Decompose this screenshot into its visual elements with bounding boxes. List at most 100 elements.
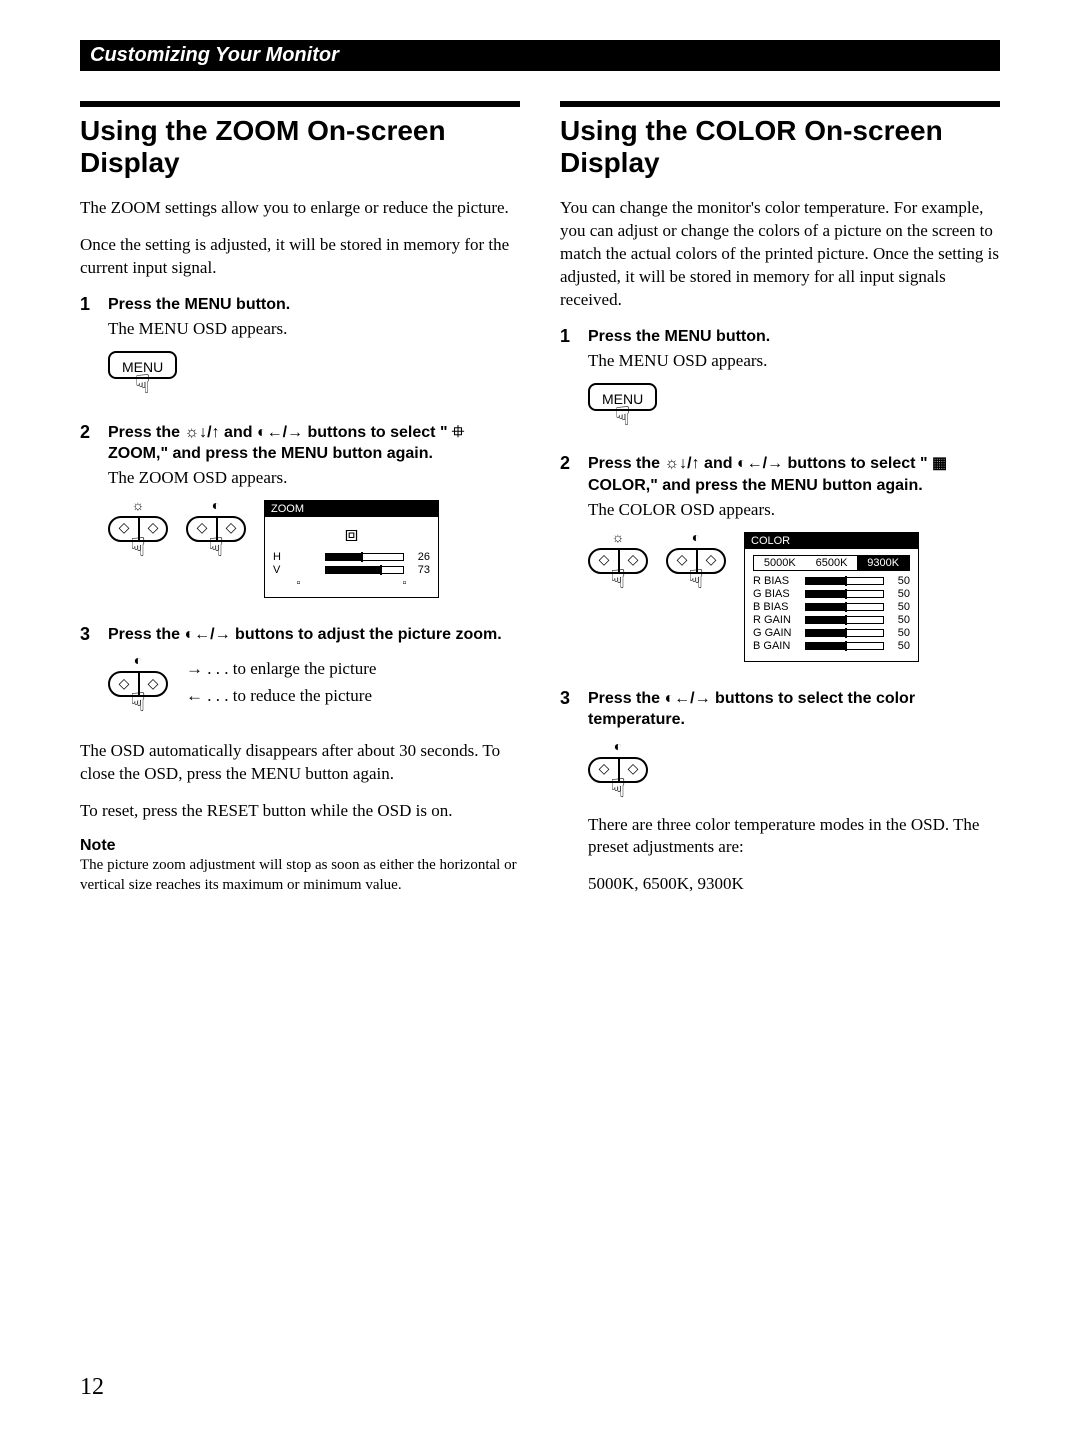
contrast-rocker: ◐ ◇◇ ☟ xyxy=(186,500,246,559)
left-step-2: 2 Press the ☼↓/↑ and ◐←/→ buttons to sel… xyxy=(80,422,520,608)
right-intro: You can change the monitor's color tempe… xyxy=(560,197,1000,312)
section-header: Customizing Your Monitor xyxy=(80,40,1000,71)
zoom-osd-markers: ▫▫ xyxy=(273,577,430,589)
hand-icon: ☟ xyxy=(208,538,224,559)
zoom-osd: ZOOM ⧈ H 26 V xyxy=(264,500,439,598)
temp-9300k: 9300K xyxy=(857,556,909,570)
zoom-direction-text: → . . . to enlarge the picture ← . . . t… xyxy=(186,655,376,709)
contrast-rocker: ◐ ◇◇ ☟ xyxy=(108,655,168,714)
note-body: The picture zoom adjustment will stop as… xyxy=(80,855,520,896)
menu-button-figure: MENU ☟ xyxy=(108,351,177,396)
page-number: 12 xyxy=(80,1374,104,1401)
hand-icon: ☟ xyxy=(610,779,626,800)
color-osd-row: G GAIN 50 xyxy=(753,627,910,639)
right-step-3: 3 Press the ◐←/→ buttons to select the c… xyxy=(560,688,1000,911)
hand-icon: ☟ xyxy=(610,570,626,591)
step-number: 1 xyxy=(80,294,98,315)
zoom-osd-h-val: 26 xyxy=(410,551,430,563)
reduce-line: ← . . . to reduce the picture xyxy=(186,682,376,709)
brightness-rocker: ☼ ◇◇ ☟ xyxy=(108,500,168,559)
right-modes-2: 5000K, 6500K, 9300K xyxy=(588,873,1000,896)
right-column: Using the COLOR On-screen Display You ca… xyxy=(560,101,1000,926)
temp-6500k: 6500K xyxy=(806,556,858,570)
left-steps: 1 Press the MENU button. The MENU OSD ap… xyxy=(80,294,520,724)
step-number: 2 xyxy=(80,422,98,443)
step-number: 3 xyxy=(560,688,578,709)
left-column: Using the ZOOM On-screen Display The ZOO… xyxy=(80,101,520,926)
left-step1-sub: The MENU OSD appears. xyxy=(108,318,520,341)
color-osd-row-val: 50 xyxy=(890,601,910,613)
left-step1-title: Press the MENU button. xyxy=(108,294,520,316)
right-step1-title: Press the MENU button. xyxy=(588,326,1000,348)
step-number: 2 xyxy=(560,453,578,474)
left-title: Using the ZOOM On-screen Display xyxy=(80,115,520,179)
zoom-osd-v-val: 73 xyxy=(410,564,430,576)
zoom-osd-row-v: V 73 xyxy=(273,564,430,576)
step-number: 1 xyxy=(560,326,578,347)
hand-icon: ☟ xyxy=(135,375,151,396)
contrast-rocker: ◐ ◇◇ ☟ xyxy=(588,741,648,800)
right-modes-1: There are three color temperature modes … xyxy=(588,814,1000,860)
left-autoclose: The OSD automatically disappears after a… xyxy=(80,740,520,786)
right-steps: 1 Press the MENU button. The MENU OSD ap… xyxy=(560,326,1000,910)
color-osd: COLOR 5000K 6500K 9300K R BIAS 50 G BIAS 50… xyxy=(744,532,919,662)
color-osd-row-val: 50 xyxy=(890,575,910,587)
right-title: Using the COLOR On-screen Display xyxy=(560,115,1000,179)
contrast-icon: ◐ xyxy=(134,655,142,669)
right-step3-title: Press the ◐←/→ buttons to select the col… xyxy=(588,688,1000,731)
zoom-osd-graphic: ⧈ xyxy=(273,523,430,545)
hand-icon: ☟ xyxy=(615,407,631,428)
color-osd-row-label: B BIAS xyxy=(753,601,799,613)
column-rule xyxy=(560,101,1000,107)
color-osd-row-label: B GAIN xyxy=(753,640,799,652)
contrast-rocker: ◐ ◇◇ ☟ xyxy=(666,532,726,591)
contrast-icon: ◐ xyxy=(614,741,622,755)
left-step2-sub: The ZOOM OSD appears. xyxy=(108,467,520,490)
hand-icon: ☟ xyxy=(688,570,704,591)
color-osd-row-label: R BIAS xyxy=(753,575,799,587)
color-osd-row-val: 50 xyxy=(890,588,910,600)
color-osd-row-label: R GAIN xyxy=(753,614,799,626)
left-reset: To reset, press the RESET button while t… xyxy=(80,800,520,823)
left-step2-title: Press the ☼↓/↑ and ◐←/→ buttons to selec… xyxy=(108,422,520,465)
column-rule xyxy=(80,101,520,107)
right-step-2: 2 Press the ☼↓/↑ and ◐←/→ buttons to sel… xyxy=(560,453,1000,671)
left-step-3: 3 Press the ◐←/→ buttons to adjust the p… xyxy=(80,624,520,724)
color-osd-tempselect: 5000K 6500K 9300K xyxy=(753,555,910,571)
contrast-icon: ◐ xyxy=(692,532,700,546)
color-osd-row: R GAIN 50 xyxy=(753,614,910,626)
left-step-1: 1 Press the MENU button. The MENU OSD ap… xyxy=(80,294,520,405)
zoom-osd-h-label: H xyxy=(273,551,319,563)
color-osd-row-val: 50 xyxy=(890,614,910,626)
right-step2-title: Press the ☼↓/↑ and ◐←/→ buttons to selec… xyxy=(588,453,1000,496)
right-step2-sub: The COLOR OSD appears. xyxy=(588,499,1000,522)
color-osd-row: R BIAS 50 xyxy=(753,575,910,587)
color-osd-row: G BIAS 50 xyxy=(753,588,910,600)
contrast-icon: ◐ xyxy=(212,500,220,514)
right-step1-sub: The MENU OSD appears. xyxy=(588,350,1000,373)
sun-icon: ☼ xyxy=(612,532,625,546)
enlarge-line: → . . . to enlarge the picture xyxy=(186,655,376,682)
left-intro-1: The ZOOM settings allow you to enlarge o… xyxy=(80,197,520,220)
color-osd-row-label: G BIAS xyxy=(753,588,799,600)
menu-button-figure: MENU ☟ xyxy=(588,383,657,428)
color-osd-row-val: 50 xyxy=(890,640,910,652)
zoom-osd-v-label: V xyxy=(273,564,319,576)
left-step3-title: Press the ◐←/→ buttons to adjust the pic… xyxy=(108,624,520,646)
two-column-layout: Using the ZOOM On-screen Display The ZOO… xyxy=(80,101,1000,926)
color-osd-title: COLOR xyxy=(745,533,918,549)
temp-5000k: 5000K xyxy=(754,556,806,570)
color-osd-row-label: G GAIN xyxy=(753,627,799,639)
color-osd-row: B GAIN 50 xyxy=(753,640,910,652)
brightness-rocker: ☼ ◇◇ ☟ xyxy=(588,532,648,591)
hand-icon: ☟ xyxy=(130,538,146,559)
note-heading: Note xyxy=(80,837,520,855)
left-intro-2: Once the setting is adjusted, it will be… xyxy=(80,234,520,280)
zoom-osd-row-h: H 26 xyxy=(273,551,430,563)
color-osd-row: B BIAS 50 xyxy=(753,601,910,613)
sun-icon: ☼ xyxy=(132,500,145,514)
right-step-1: 1 Press the MENU button. The MENU OSD ap… xyxy=(560,326,1000,437)
step-number: 3 xyxy=(80,624,98,645)
color-osd-row-val: 50 xyxy=(890,627,910,639)
hand-icon: ☟ xyxy=(130,693,146,714)
